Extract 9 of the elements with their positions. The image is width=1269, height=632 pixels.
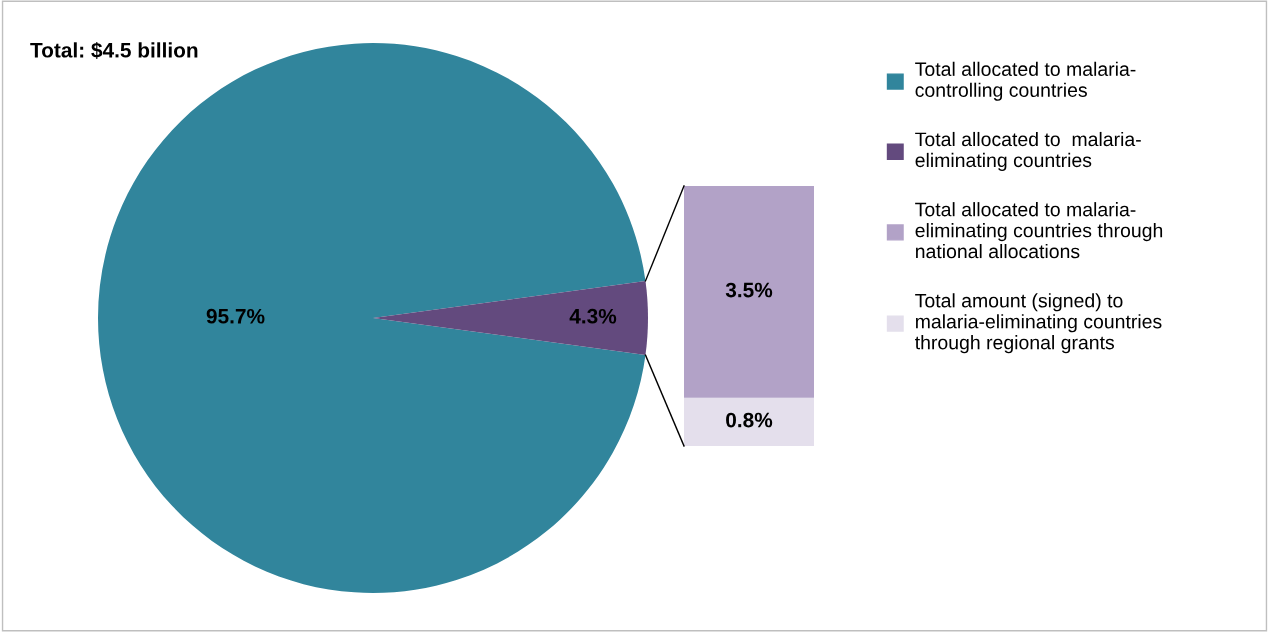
data-label: 3.5% [725, 282, 773, 298]
legend-label: Total allocated to malaria- eliminating countries through national allocations [915, 202, 1163, 259]
data-label: 0.8% [726, 412, 773, 428]
chart-title: Total: $4.5 billion [30, 41, 198, 59]
data-label: 4.3% [569, 308, 617, 324]
legend-label: Total allocated to malaria- eliminating countries [915, 131, 1141, 171]
legend-label: Total amount (signed) to malaria-eliminating countries through regional grants [915, 293, 1162, 354]
legend-label: Total allocated to malaria- controlling countries [915, 61, 1136, 101]
data-label: 95.7% [206, 308, 265, 324]
